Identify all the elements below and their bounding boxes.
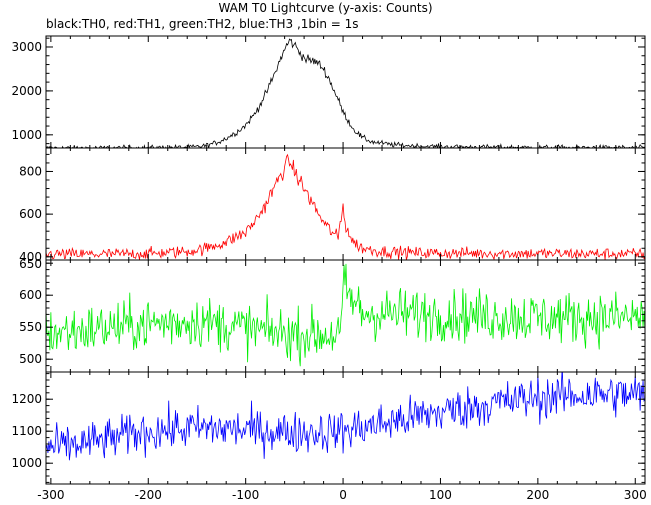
x-tick-label: -300 [37, 488, 64, 502]
y-tick-label: 550 [19, 320, 42, 334]
y-tick-label: 400 [19, 250, 42, 264]
x-tick-label: 0 [339, 488, 347, 502]
y-tick-label: 1000 [11, 128, 42, 142]
series-line-th0 [46, 38, 645, 148]
y-tick-label: 3000 [11, 40, 42, 54]
y-tick-label: 1200 [11, 392, 42, 406]
series-line-th2 [46, 263, 645, 367]
y-tick-label: 600 [19, 207, 42, 221]
y-tick-label: 1000 [11, 456, 42, 470]
panel-frame [45, 35, 646, 149]
y-tick-label: 650 [19, 257, 42, 271]
x-tick-label: 200 [526, 488, 549, 502]
y-tick-label: 1100 [11, 424, 42, 438]
y-tick-label: 600 [19, 288, 42, 302]
panel-frame [45, 147, 646, 261]
panel-th1: 400 600 800 [19, 147, 646, 264]
x-tick-label: -200 [135, 488, 162, 502]
x-tick-label: 100 [429, 488, 452, 502]
x-tick-label: -100 [232, 488, 259, 502]
panel-frame [45, 371, 646, 485]
chart-title: WAM T0 Lightcurve (y-axis: Counts) [218, 1, 433, 15]
y-tick-label: 500 [19, 352, 42, 366]
series-line-th1 [46, 153, 645, 260]
y-tick-label: 800 [19, 164, 42, 178]
panel-th0: 1000 2000 3000 [11, 35, 646, 149]
series-line-th3 [46, 372, 645, 461]
chart-subtitle: black:TH0, red:TH1, green:TH2, blue:TH3 … [46, 17, 359, 31]
x-tick-label: 300 [624, 488, 647, 502]
y-tick-label: 2000 [11, 84, 42, 98]
panel-th3: 1000 1100 1200 [11, 371, 646, 485]
panel-th2: 500 550 600 650 [19, 257, 646, 373]
